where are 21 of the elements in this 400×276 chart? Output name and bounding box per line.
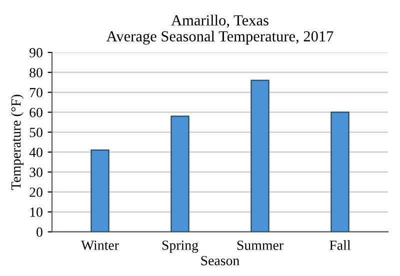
- y-tick-label: 30: [30, 168, 42, 177]
- y-tick-label: 40: [29, 148, 42, 158]
- y-tick-label: 80: [30, 68, 42, 78]
- x-axis-title: Season: [201, 256, 240, 266]
- bar: [170, 116, 190, 232]
- y-tick-label: 20: [30, 188, 42, 197]
- y-tick-label: 50: [30, 128, 42, 138]
- y-tick-label: 0: [36, 227, 42, 237]
- bar: [330, 112, 350, 232]
- x-tick-label: Fall: [330, 240, 351, 250]
- chart-title: Amarillo, Texas Average Seasonal Temperature, 2017: [106, 14, 334, 45]
- y-tick-label: 90: [30, 48, 42, 58]
- y-tick-label: 60: [30, 108, 42, 118]
- x-tick-label: Spring: [162, 240, 198, 253]
- bar: [90, 150, 110, 232]
- x-tick-label: Winter: [81, 240, 119, 250]
- x-tick-label: Summer: [237, 240, 284, 250]
- y-axis-title: Temperature (°F): [10, 94, 24, 190]
- y-tick-label: 10: [30, 207, 42, 217]
- bar: [250, 80, 270, 232]
- y-tick-label: 70: [30, 88, 42, 98]
